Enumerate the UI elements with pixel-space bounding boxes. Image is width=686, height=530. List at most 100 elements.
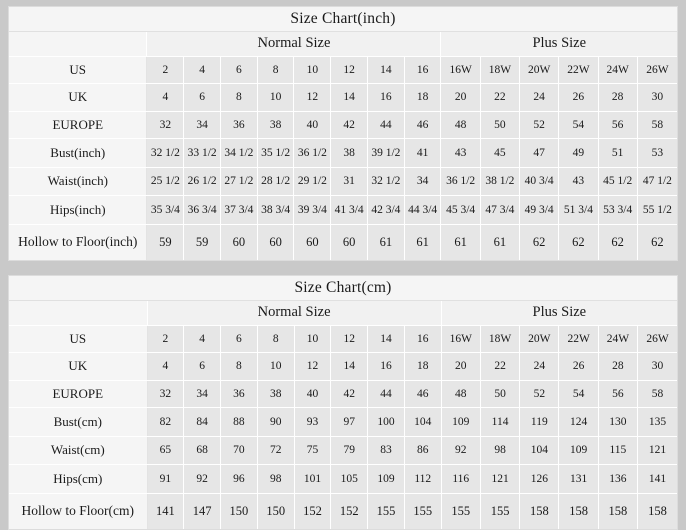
cell: 40 bbox=[293, 110, 332, 139]
cell: 48 bbox=[440, 379, 481, 408]
cell: 135 bbox=[637, 407, 677, 437]
cell: 48 bbox=[440, 110, 481, 139]
row-label-bust: Bust(inch) bbox=[9, 138, 148, 168]
cell: 8 bbox=[220, 352, 258, 381]
cell: 51 3/4 bbox=[558, 195, 599, 225]
group-header-row: Normal Size Plus Size bbox=[9, 30, 677, 57]
row-label-waist: Waist(inch) bbox=[9, 166, 148, 196]
cell: 41 bbox=[403, 138, 442, 168]
cell: 112 bbox=[403, 464, 442, 494]
cell: 10 bbox=[293, 324, 332, 353]
row-label-uk: UK bbox=[9, 352, 148, 381]
table-row: Hips(inch) 35 3/4 36 3/4 37 3/4 38 3/4 3… bbox=[9, 195, 677, 225]
cell: 37 3/4 bbox=[219, 195, 258, 225]
cell: 12 bbox=[330, 55, 368, 84]
cell: 109 bbox=[440, 407, 481, 437]
cell: 61 bbox=[440, 223, 481, 260]
cell: 155 bbox=[367, 492, 405, 529]
group-header-row: Normal Size Plus Size bbox=[9, 299, 677, 326]
cell: 44 bbox=[366, 110, 405, 139]
row-label-bust: Bust(cm) bbox=[9, 407, 148, 437]
cell: 105 bbox=[330, 464, 369, 494]
cell: 16W bbox=[440, 55, 481, 84]
cell: 141 bbox=[637, 464, 677, 494]
cell: 36 bbox=[220, 379, 258, 408]
cell: 32 bbox=[146, 379, 185, 408]
cell: 45 1/2 bbox=[597, 166, 638, 196]
cell: 25 1/2 bbox=[146, 166, 185, 196]
cell: 14 bbox=[330, 83, 368, 112]
cell: 43 bbox=[440, 138, 481, 168]
cell: 31 bbox=[330, 166, 368, 196]
cell: 35 1/2 bbox=[256, 138, 295, 168]
cell: 18 bbox=[403, 352, 442, 381]
title-row: Size Chart(cm) bbox=[9, 276, 677, 301]
cell: 136 bbox=[597, 464, 639, 494]
table-row: Waist(inch) 25 1/2 26 1/2 27 1/2 28 1/2 … bbox=[9, 166, 677, 196]
row-label-us: US bbox=[9, 324, 148, 353]
size-chart-cm-table: Size Chart(cm) Normal Size Plus Size US … bbox=[9, 276, 677, 529]
table-row: US 2 4 6 8 10 12 14 16 16W 18W 20W 22W 2… bbox=[9, 55, 677, 84]
cell: 43 bbox=[558, 166, 599, 196]
cell: 36 bbox=[219, 110, 258, 139]
cell: 38 bbox=[330, 138, 368, 168]
cell: 41 3/4 bbox=[330, 195, 368, 225]
cell: 28 bbox=[597, 352, 639, 381]
cell: 59 bbox=[146, 223, 185, 260]
cell: 92 bbox=[183, 464, 222, 494]
cell: 92 bbox=[440, 435, 481, 465]
cell: 28 bbox=[597, 83, 638, 112]
cell: 6 bbox=[219, 55, 258, 84]
cell: 35 3/4 bbox=[146, 195, 185, 225]
cell: 22 bbox=[479, 83, 521, 112]
cell: 60 bbox=[330, 223, 368, 260]
group-header-plus-size: Plus Size bbox=[440, 30, 677, 57]
cell: 150 bbox=[256, 492, 295, 529]
cell: 34 bbox=[403, 166, 442, 196]
cell: 38 3/4 bbox=[256, 195, 295, 225]
cell: 88 bbox=[220, 407, 258, 437]
cell: 100 bbox=[367, 407, 405, 437]
cell: 58 bbox=[637, 379, 677, 408]
cell: 62 bbox=[636, 223, 677, 260]
cell: 14 bbox=[330, 352, 369, 381]
cell: 38 1/2 bbox=[479, 166, 521, 196]
cell: 116 bbox=[440, 464, 481, 494]
cell: 22 bbox=[479, 352, 521, 381]
cell: 22W bbox=[558, 324, 599, 353]
cell: 93 bbox=[293, 407, 332, 437]
cell: 2 bbox=[146, 324, 185, 353]
cell: 30 bbox=[637, 352, 677, 381]
cell: 155 bbox=[479, 492, 521, 529]
table-row: Hollow to Floor(cm) 141 147 150 150 152 … bbox=[9, 492, 677, 529]
cell: 12 bbox=[293, 83, 332, 112]
cell: 47 bbox=[519, 138, 560, 168]
row-label-europe: EUROPE bbox=[9, 379, 148, 408]
cell: 68 bbox=[183, 435, 222, 465]
cell: 18W bbox=[479, 324, 521, 353]
cell: 14 bbox=[366, 55, 405, 84]
cell: 42 3/4 bbox=[366, 195, 405, 225]
cell: 155 bbox=[403, 492, 442, 529]
cell: 26 1/2 bbox=[183, 166, 221, 196]
row-label-hips: Hips(inch) bbox=[9, 195, 148, 225]
cell: 39 1/2 bbox=[366, 138, 405, 168]
cell: 96 bbox=[220, 464, 258, 494]
table-row: Bust(cm) 82 84 88 90 93 97 100 104 109 1… bbox=[9, 407, 677, 437]
cell: 130 bbox=[597, 407, 639, 437]
cell: 141 bbox=[146, 492, 185, 529]
table-row: EUROPE 32 34 36 38 40 42 44 46 48 50 52 … bbox=[9, 379, 677, 408]
cell: 29 1/2 bbox=[293, 166, 332, 196]
cell: 44 bbox=[367, 379, 405, 408]
cell: 86 bbox=[403, 435, 442, 465]
cell: 54 bbox=[558, 379, 599, 408]
cell: 82 bbox=[146, 407, 185, 437]
cell: 72 bbox=[256, 435, 295, 465]
cell: 32 1/2 bbox=[366, 166, 405, 196]
cell: 124 bbox=[558, 407, 599, 437]
row-label-hips: Hips(cm) bbox=[9, 464, 148, 494]
cell: 12 bbox=[293, 352, 332, 381]
cell: 26W bbox=[637, 324, 677, 353]
cell: 121 bbox=[637, 435, 677, 465]
